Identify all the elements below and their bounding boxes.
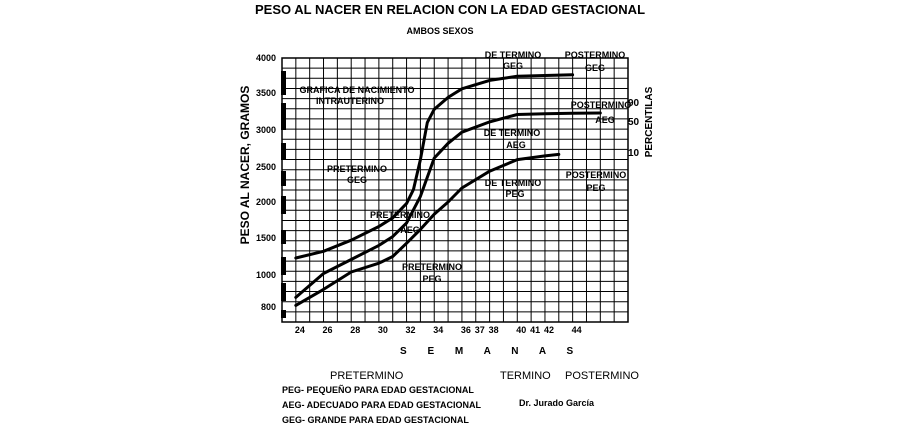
legend-aeg: AEG- ADECUADO PARA EDAD GESTACIONAL xyxy=(282,400,482,410)
annotation-label: DE TERMINO xyxy=(485,178,542,188)
annotation-label: PEG xyxy=(586,183,605,193)
chart-title: PESO AL NACER EN RELACION CON LA EDAD GE… xyxy=(254,2,646,17)
percentile-tick-label: 90 xyxy=(628,98,640,109)
annotation-label: DE TERMINO xyxy=(484,128,541,138)
y-tick-label: 3000 xyxy=(256,125,276,135)
footer-postermino: POSTERMINO xyxy=(565,370,639,382)
legend-geg: GEG- GRANDE PARA EDAD GESTACIONAL xyxy=(282,415,469,425)
y-tick-label: 800 xyxy=(261,302,276,312)
x-tick-label: 37 xyxy=(475,325,485,335)
curve-p90 xyxy=(294,73,575,260)
x-tick-label: 36 xyxy=(461,325,471,335)
plot-frame xyxy=(281,57,629,323)
annotation-label: PEG xyxy=(505,189,524,199)
annotation-label: POSTERMINO xyxy=(565,50,626,60)
x-tick-label: 32 xyxy=(406,325,416,335)
axis-bar-segment xyxy=(281,283,286,301)
y-tick-label: 1000 xyxy=(256,270,276,280)
axis-bar-segment xyxy=(281,103,286,130)
x-tick-label: 44 xyxy=(572,325,582,335)
x-tick-label: 30 xyxy=(378,325,388,335)
annotation-label: DE TERMINO xyxy=(485,50,542,60)
axis-bar-segment xyxy=(281,257,286,275)
y-tick-label: 1500 xyxy=(256,233,276,243)
y-tick-label: 3500 xyxy=(256,88,276,98)
chart-subtitle: AMBOS SEXOS xyxy=(406,26,474,36)
x-tick-label: 24 xyxy=(295,325,305,335)
annotation-label: GEG xyxy=(503,61,523,71)
x-axis-label: S E M A N A S xyxy=(400,346,583,357)
author: Dr. Jurado García xyxy=(519,398,595,408)
annotation-label: POSTERMINO xyxy=(566,170,627,180)
percentile-tick-label: 10 xyxy=(628,148,640,159)
x-tick-label: 38 xyxy=(489,325,499,335)
x-tick-label: 42 xyxy=(544,325,554,335)
x-tick-label: 41 xyxy=(530,325,540,335)
y-tick-label: 4000 xyxy=(256,53,276,63)
x-tick-label: 28 xyxy=(350,325,360,335)
axis-bar-segment xyxy=(281,143,286,160)
percentile-curves xyxy=(294,73,602,307)
annotation-label: AEG xyxy=(595,115,615,125)
y-axis-bars xyxy=(281,71,286,318)
x-tick-label: 34 xyxy=(433,325,443,335)
annotation-label: INTRAUTERINO xyxy=(316,96,384,106)
axis-bar-segment xyxy=(281,171,286,186)
y-tick-label: 2000 xyxy=(256,197,276,207)
annotation-label: GEG xyxy=(585,63,605,73)
chart-grid xyxy=(281,57,629,323)
axis-bar-segment xyxy=(281,196,286,214)
percentile-tick-label: 50 xyxy=(628,117,640,128)
annotation-label: AEG xyxy=(400,225,420,235)
annotation-label: PRETERMINO xyxy=(370,210,430,220)
annotation-label: PEG xyxy=(422,274,441,284)
curve-p50 xyxy=(294,111,602,299)
y2-axis-label: PERCENTILAS xyxy=(644,86,655,157)
axis-bar-segment xyxy=(281,71,286,95)
axis-ticks: 24 26 28 30 32 34 36 37 38 40 41 42 44 800 1000 1500 200… xyxy=(256,53,640,335)
annotation-label: PRETERMINO xyxy=(402,262,462,272)
x-tick-label: 26 xyxy=(323,325,333,335)
y-tick-label: 2500 xyxy=(256,162,276,172)
legend-peg: PEG- PEQUEÑO PARA EDAD GESTACIONAL xyxy=(282,385,474,395)
annotation-label: PRETERMINO xyxy=(327,164,387,174)
annotation-label: GEG xyxy=(347,175,367,185)
axis-bar-segment xyxy=(281,230,286,244)
y-axis-label: PESO AL NACER, GRAMOS xyxy=(238,86,252,245)
annotation-label: POSTERMINO xyxy=(571,100,632,110)
curve-p10 xyxy=(294,152,561,307)
axis-bar-segment xyxy=(281,310,286,318)
footer-pretermino: PRETERMINO xyxy=(330,370,404,382)
x-tick-label: 40 xyxy=(516,325,526,335)
annotation-label: GRAFICA DE NACIMIENTO xyxy=(299,85,414,95)
footer-termino: TERMINO xyxy=(500,370,551,382)
annotation-label: AEG xyxy=(506,140,526,150)
